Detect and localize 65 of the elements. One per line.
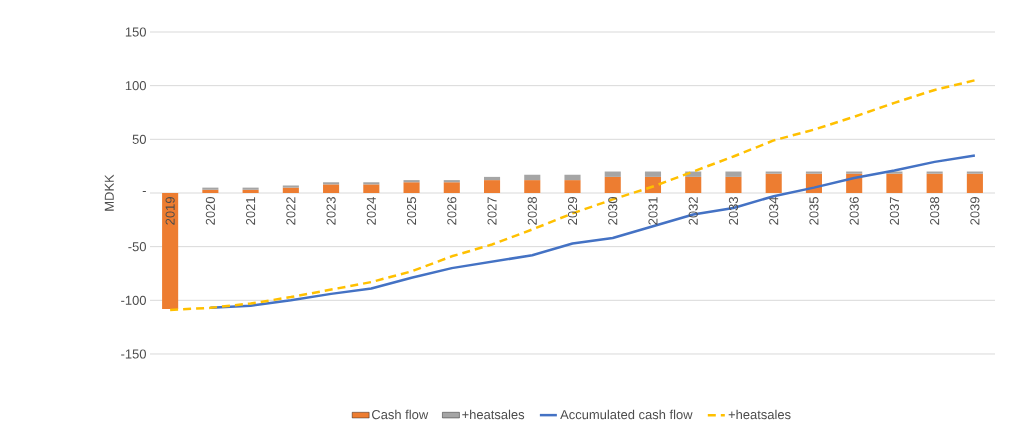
bar <box>564 180 581 193</box>
x-tick-label: 2029 <box>567 197 578 225</box>
y-tick-label: 50 <box>132 134 146 144</box>
bar <box>644 171 662 177</box>
bar <box>443 182 460 193</box>
y-tick-label: - <box>142 191 146 193</box>
bar <box>604 176 621 193</box>
bar <box>765 171 782 174</box>
bar <box>323 182 340 185</box>
bar <box>443 180 460 183</box>
y-axis-title: MDKK <box>104 174 114 211</box>
legend-label: +heatsales <box>462 409 525 420</box>
bar <box>524 174 541 181</box>
bar <box>926 173 943 193</box>
bar <box>403 182 420 193</box>
x-tick-label: 2039 <box>970 197 980 225</box>
bar <box>564 174 581 181</box>
x-tick-label: 2034 <box>769 196 779 225</box>
bar <box>323 184 340 193</box>
bar <box>725 176 742 193</box>
bar <box>282 185 299 188</box>
bar <box>926 171 943 174</box>
x-tick-label: 2038 <box>930 197 940 225</box>
x-tick-label: 2025 <box>406 197 417 225</box>
x-tick-label: 2035 <box>809 197 819 225</box>
legend-label: Accumulated cash flow <box>560 409 693 420</box>
bar <box>805 171 822 174</box>
bar <box>483 176 501 181</box>
legend-label: Cash flow <box>372 409 429 420</box>
x-tick-label: 2021 <box>246 197 256 225</box>
bar <box>162 192 179 309</box>
bar <box>966 171 983 174</box>
y-tick-label: 100 <box>125 81 146 91</box>
bar <box>966 173 983 193</box>
bar <box>886 173 903 193</box>
bar <box>282 187 299 193</box>
x-tick-label: 2023 <box>326 197 336 225</box>
x-tick-label: 2027 <box>487 197 497 225</box>
bar <box>725 171 742 177</box>
x-tick-label: 2031 <box>648 197 658 225</box>
legend-label: +heatsales <box>728 409 791 420</box>
bar <box>685 176 702 193</box>
x-tick-label: 2028 <box>527 197 537 225</box>
y-tick-label: 150 <box>125 27 146 37</box>
bar <box>604 171 621 177</box>
bar <box>765 173 782 193</box>
x-tick-label: 2019 <box>165 197 175 225</box>
y-tick-label: -150 <box>121 349 146 359</box>
bar <box>363 184 380 193</box>
x-tick-label: 2036 <box>849 197 859 225</box>
bar <box>524 180 541 193</box>
y-tick-label: -50 <box>128 242 146 252</box>
bar <box>403 180 420 183</box>
x-tick-label: 2020 <box>205 197 215 225</box>
x-tick-label: 2030 <box>608 197 618 225</box>
x-tick-label: 2032 <box>688 197 698 225</box>
bar <box>483 180 501 193</box>
x-tick-label: 2022 <box>286 197 296 225</box>
x-tick-label: 2026 <box>447 197 457 225</box>
x-tick-label: 2037 <box>889 197 899 225</box>
x-tick-label: 2033 <box>728 197 739 225</box>
bar <box>846 171 863 174</box>
x-tick-label: 2024 <box>366 196 376 225</box>
bar <box>363 182 380 185</box>
y-tick-label: -100 <box>121 295 146 305</box>
